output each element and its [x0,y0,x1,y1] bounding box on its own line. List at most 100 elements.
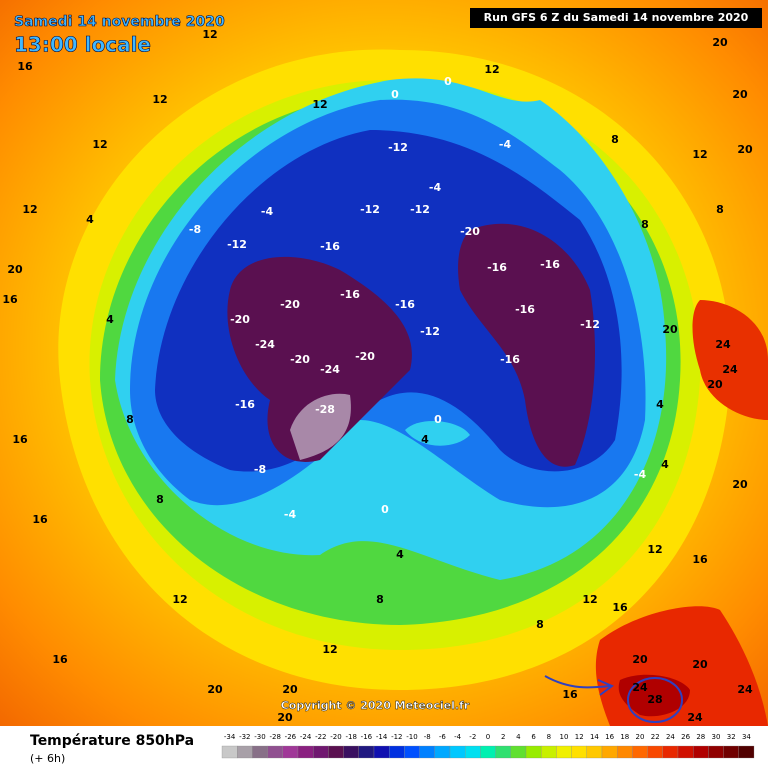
colorbar-label: 12 [575,733,584,741]
contour-label: 8 [536,618,544,631]
colorbar-cell [389,745,405,759]
contour-label: 20 [282,683,298,696]
contour-label: 20 [632,653,648,666]
colorbar-label: 18 [620,733,629,741]
contour-label: 20 [732,478,748,491]
colorbar-label: 10 [560,733,569,741]
contour-label: 24 [687,711,703,724]
contour-label: -20 [280,298,300,311]
contour-label: -8 [254,463,266,476]
contour-label: 16 [32,513,48,526]
colorbar-cell [586,745,603,759]
colorbar-label: 14 [590,733,599,741]
colorbar-cell [465,745,481,759]
contour-label: 0 [391,88,399,101]
colorbar-cell [738,745,755,759]
contour-label: 12 [484,63,499,76]
contour-label: -12 [420,325,440,338]
contour-label: 16 [17,60,33,73]
colorbar-cell [282,745,299,759]
colorbar-cell [419,745,435,759]
contour-label: -16 [235,398,255,411]
colorbar-cell [708,745,724,759]
colorbar-cell [328,745,344,759]
contour-label: -4 [261,205,274,218]
colorbar-cell [525,745,542,759]
contour-label: -8 [189,223,201,236]
contour-label: -12 [410,203,430,216]
contour-label: 4 [421,433,429,446]
contour-label: -20 [355,350,375,363]
contour-label: 12 [152,93,167,106]
contour-label: 12 [202,28,217,41]
colorbar-cell [480,745,496,759]
colorbar-label: 30 [712,733,721,741]
run-box [470,8,762,28]
contour-label: -24 [255,338,275,351]
contour-label: -16 [487,261,507,274]
colorbar-cell [313,745,329,759]
contour-label: 24 [737,683,753,696]
contour-label: 12 [647,543,662,556]
colorbar-cell [617,745,633,759]
contour-label: 12 [582,593,597,606]
run-title: Run GFS 6 Z du Samedi 14 novembre 2020 [484,11,749,24]
contour-label: 24 [715,338,731,351]
contour-label: 4 [661,458,669,471]
contour-label: -12 [580,318,600,331]
date-title: Samedi 14 novembre 2020 [14,14,225,30]
contour-label: 20 [707,378,723,391]
colorbar-label: 32 [727,733,736,741]
colorbar-label: 4 [516,733,521,741]
contour-label: 16 [612,601,628,614]
map-fields [0,0,768,726]
colorbar-cell [723,745,739,759]
contour-label: 20 [692,658,708,671]
contour-label: 24 [632,681,648,694]
contour-label: 12 [22,203,37,216]
contour-label: 12 [692,148,707,161]
colorbar-cell [495,745,511,759]
contour-label: 0 [381,503,389,516]
colorbar-cell [343,745,359,759]
colorbar-label: 2 [501,733,505,741]
contour-label: 0 [444,75,452,88]
contour-label: -20 [460,225,480,238]
colorbar-cell [221,745,238,759]
contour-label: 20 [7,263,23,276]
contour-label: 16 [12,433,28,446]
colorbar-label: -30 [254,733,265,741]
colorbar-label: 16 [605,733,614,741]
contour-label: 4 [86,213,94,226]
contour-label: 20 [712,36,728,49]
colorbar: -34 -32 -30 -28 -26 -24 -22 -20 -18 -16 -14 -12 -10-… [221,733,755,759]
colorbar-cell [297,745,314,759]
contour-label: -16 [395,298,415,311]
contour-label: 12 [322,643,337,656]
contour-label: -4 [634,468,647,481]
colorbar-cell [373,745,390,759]
contour-label: -16 [515,303,535,316]
colorbar-cell [662,745,679,759]
contour-label: 0 [434,413,442,426]
colorbar-label: -2 [469,733,476,741]
contour-label: -12 [360,203,380,216]
time-title: 13:00 locale [14,33,151,57]
colorbar-label: -6 [439,733,447,741]
colorbar-label: 8 [547,733,551,741]
colorbar-label: -10 [406,733,417,741]
colorbar-cell [677,745,694,759]
colorbar-cell [632,745,648,759]
contour-label: 16 [52,653,68,666]
colorbar-label: 6 [531,733,536,741]
contour-label: 8 [126,413,134,426]
contour-label: -4 [429,181,442,194]
colorbar-cell [404,745,420,759]
colorbar-cell [601,745,618,759]
contour-label: 4 [396,548,404,561]
contour-label: -12 [388,141,408,154]
contour-label: 12 [92,138,107,151]
contour-label: -24 [320,363,340,376]
colorbar-cell [252,745,268,759]
